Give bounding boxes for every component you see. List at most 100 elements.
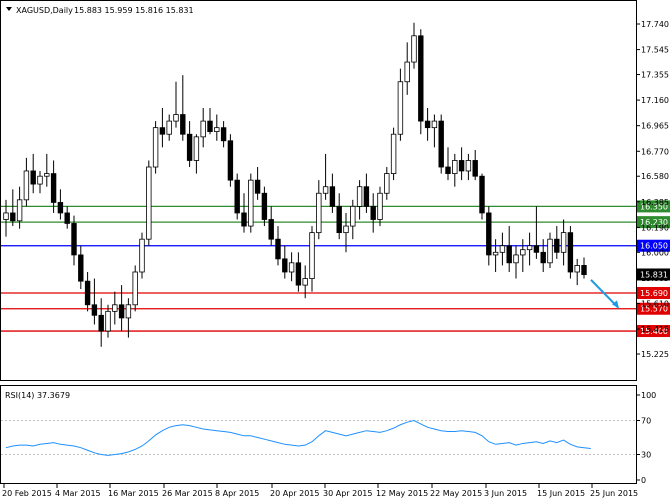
candle	[23, 157, 30, 207]
candle	[302, 265, 308, 299]
bear-body	[234, 179, 240, 214]
candle	[560, 219, 567, 266]
bear-body	[254, 179, 261, 194]
current-price-tag	[637, 268, 670, 281]
bull-body	[200, 120, 206, 138]
bull-body	[288, 262, 295, 273]
rsi-label: RSI(14) 37.3679	[5, 391, 70, 400]
bull-body	[465, 160, 472, 172]
candle	[350, 199, 356, 240]
bear-body	[438, 120, 444, 168]
time-tick-label: 12 May 2015	[376, 489, 428, 498]
rsi-indicator: 100 70 30 0	[1, 391, 656, 485]
time-tick-label: 20 Apr 2015	[270, 489, 319, 498]
bull-body	[193, 136, 200, 161]
candle	[322, 153, 329, 200]
bear-body	[84, 280, 91, 306]
candle	[78, 245, 84, 290]
bear-body	[118, 304, 125, 319]
bull-body	[390, 133, 397, 174]
rsi-panel[interactable]	[0, 385, 637, 484]
bull-body	[125, 304, 132, 319]
time-tick-label: 15 Jun 2015	[537, 489, 585, 498]
bear-body	[370, 205, 376, 220]
bear-body	[275, 238, 281, 260]
bear-body	[567, 232, 574, 273]
bull-body	[499, 245, 506, 253]
candles	[3, 22, 587, 347]
price-tick-label: 16.580	[641, 172, 669, 181]
candle	[91, 278, 98, 325]
bear-body	[159, 127, 166, 135]
bull-body	[146, 166, 152, 240]
candle	[57, 189, 64, 220]
bull-body	[513, 254, 519, 264]
candle	[363, 173, 370, 213]
candle	[540, 239, 546, 272]
bear-body	[10, 212, 16, 222]
price-tick-label: 16.000	[641, 248, 669, 257]
candle	[193, 134, 200, 174]
candle	[390, 127, 397, 181]
rsi-tick-label: 30	[641, 451, 651, 460]
bull-body	[520, 249, 526, 256]
time-tick-label: 26 Mar 2015	[162, 489, 213, 498]
candle	[431, 114, 438, 148]
candle	[404, 42, 410, 95]
candle	[533, 206, 540, 259]
candle	[268, 206, 274, 246]
level-label: 16.230	[640, 218, 668, 227]
candle	[200, 107, 206, 148]
bear-body	[445, 166, 451, 174]
bear-body	[479, 175, 485, 214]
candle	[520, 239, 526, 272]
level-tag	[637, 216, 670, 229]
candle	[16, 186, 23, 229]
candle	[370, 193, 376, 233]
candle	[295, 252, 302, 292]
candle	[166, 114, 172, 141]
candle	[554, 226, 560, 259]
candle	[214, 114, 220, 141]
bull-body	[112, 304, 118, 312]
bull-body	[302, 278, 308, 286]
bull-body	[492, 251, 499, 256]
bull-body	[173, 114, 179, 122]
candle	[173, 81, 179, 128]
candle	[472, 149, 478, 181]
price-tick-label: 15.225	[641, 350, 669, 359]
candle	[465, 153, 472, 181]
price-tick-label: 16.190	[641, 223, 669, 232]
candle	[248, 173, 254, 233]
bull-body	[37, 175, 43, 185]
ohlc-values: 15.883 15.959 15.816 15.831	[74, 6, 194, 15]
candle	[492, 239, 499, 272]
time-tick-label: 4 Mar 2015	[55, 489, 101, 498]
bull-body	[16, 199, 23, 222]
candle	[241, 193, 247, 233]
bull-body	[316, 192, 322, 234]
bear-body	[486, 212, 492, 256]
candle	[3, 199, 9, 237]
bear-body	[268, 219, 274, 240]
candle	[513, 245, 519, 279]
candle	[125, 298, 132, 338]
triangle-down-icon[interactable]	[6, 7, 12, 11]
bull-body	[350, 205, 356, 227]
candle	[105, 304, 111, 338]
rsi-line	[5, 419, 591, 456]
bull-body	[132, 271, 138, 306]
bear-body	[424, 120, 431, 129]
price-tick-label: 17.355	[641, 71, 669, 80]
time-tick-label: 22 May 2015	[430, 489, 482, 498]
candle	[180, 75, 186, 141]
candle	[343, 212, 349, 253]
candle	[207, 107, 213, 135]
candle	[84, 271, 91, 312]
arrow-shaft	[590, 279, 619, 309]
rsi-tick-label: 100	[641, 391, 656, 400]
candle	[10, 189, 16, 227]
bull-body	[574, 265, 580, 273]
arrow-head	[612, 300, 619, 309]
